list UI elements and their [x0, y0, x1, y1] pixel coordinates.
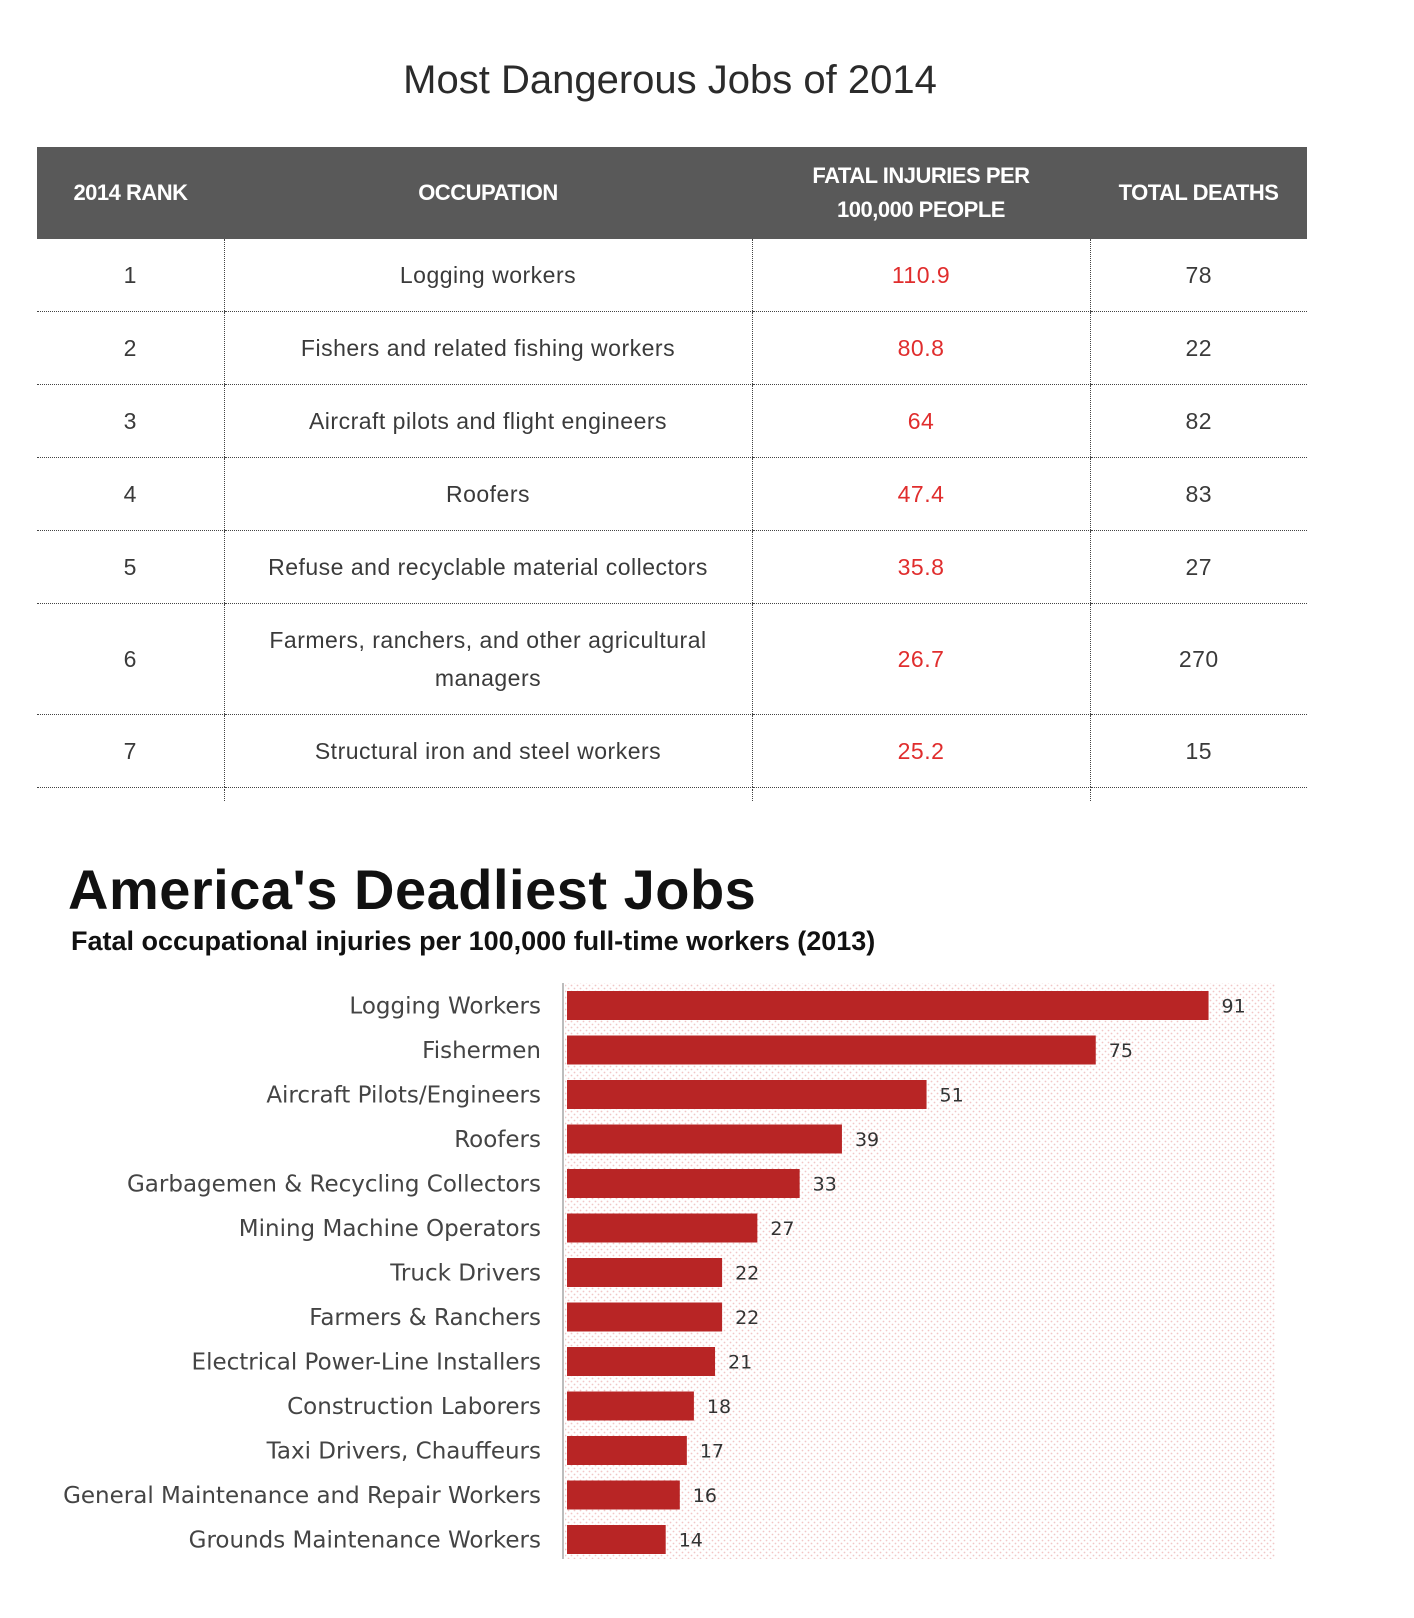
category-label: Garbagemen & Recycling Collectors [127, 1172, 541, 1198]
table-row: 3 Aircraft pilots and flight engineers 6… [37, 384, 1307, 458]
value-label: 18 [707, 1396, 731, 1418]
rate-cell: 26.7 [751, 603, 1090, 715]
value-label: 33 [813, 1174, 837, 1196]
rank-cell: 7 [37, 714, 224, 788]
deaths-cell: 270 [1089, 603, 1307, 715]
table-row: 2 Fishers and related fishing workers 80… [37, 311, 1307, 385]
header-total-deaths: TOTAL DEATHS [1090, 147, 1307, 239]
rank-cell: 4 [37, 457, 224, 531]
rate-cell: 25.2 [751, 714, 1090, 788]
rank-cell: 1 [37, 239, 224, 312]
category-label: Construction Laborers [287, 1394, 541, 1420]
category-label: Truck Drivers [389, 1261, 541, 1287]
chart-title: America's Deadliest Jobs [68, 858, 757, 921]
table-row: 6 Farmers, ranchers, and other agricultu… [37, 603, 1307, 715]
value-label: 14 [679, 1530, 703, 1552]
bar [567, 1080, 927, 1109]
deaths-cell: 22 [1089, 311, 1307, 385]
table-row: 1 Logging workers 110.9 78 [37, 239, 1307, 312]
header-fatal-injuries: FATAL INJURIES PER 100,000 PEOPLE [752, 147, 1090, 239]
rank-cell: 5 [37, 530, 224, 604]
bar [567, 1480, 680, 1510]
table-row: 4 Roofers 47.4 83 [37, 457, 1307, 531]
category-label: Farmers & Ranchers [309, 1305, 541, 1331]
rate-cell: 64 [751, 384, 1090, 458]
table-divider-tail [1090, 789, 1091, 801]
category-label: Logging Workers [349, 994, 541, 1020]
bar [567, 1347, 716, 1376]
category-label: Aircraft Pilots/Engineers [266, 1083, 541, 1109]
bar [567, 991, 1209, 1020]
category-label: Fishermen [422, 1038, 541, 1064]
bar [567, 1525, 666, 1554]
value-label: 27 [770, 1218, 794, 1240]
table-divider-tail [224, 789, 225, 801]
category-label: Grounds Maintenance Workers [189, 1528, 541, 1554]
table-row: 5 Refuse and recyclable material collect… [37, 530, 1307, 604]
category-label: General Maintenance and Repair Workers [63, 1483, 541, 1509]
occupation-cell: Farmers, ranchers, and other agricultura… [223, 603, 752, 715]
header-rate-line2: 100,000 PEOPLE [837, 197, 1005, 222]
rank-cell: 3 [37, 384, 224, 458]
value-label: 17 [700, 1441, 724, 1463]
occupation-cell: Logging workers [223, 239, 752, 312]
category-label: Mining Machine Operators [239, 1216, 541, 1242]
rate-cell: 47.4 [751, 457, 1090, 531]
header-occupation: OCCUPATION [224, 147, 752, 239]
table-row: 7 Structural iron and steel workers 25.2… [37, 714, 1307, 788]
occupation-cell: Structural iron and steel workers [223, 714, 752, 788]
value-label: 22 [735, 1307, 759, 1329]
header-rate-line1: FATAL INJURIES PER [812, 163, 1030, 188]
bar [567, 1436, 687, 1465]
bar [567, 1169, 800, 1198]
rate-cell: 110.9 [751, 239, 1090, 312]
header-rank: 2014 RANK [37, 147, 224, 239]
bar [567, 1035, 1096, 1065]
deaths-cell: 83 [1089, 457, 1307, 531]
occupation-cell: Roofers [223, 457, 752, 531]
occupation-cell: Refuse and recyclable material collector… [223, 530, 752, 604]
deaths-cell: 27 [1089, 530, 1307, 604]
value-label: 21 [728, 1352, 752, 1374]
table-title: Most Dangerous Jobs of 2014 [403, 58, 937, 102]
rank-cell: 2 [37, 311, 224, 385]
deaths-cell: 78 [1089, 239, 1307, 312]
deaths-cell: 82 [1089, 384, 1307, 458]
table-header-row: 2014 RANK OCCUPATION FATAL INJURIES PER 1… [37, 147, 1307, 239]
chart-subtitle: Fatal occupational injuries per 100,000 … [71, 926, 876, 956]
occupation-cell: Fishers and related fishing workers [223, 311, 752, 385]
category-label: Electrical Power-Line Installers [192, 1350, 541, 1376]
bar [567, 1391, 694, 1421]
value-label: 16 [693, 1485, 717, 1507]
category-label: Roofers [454, 1127, 541, 1153]
bar [567, 1213, 758, 1243]
value-label: 39 [855, 1129, 879, 1151]
dangerous-jobs-table: 2014 RANK OCCUPATION FATAL INJURIES PER 1… [37, 147, 1307, 788]
deaths-cell: 15 [1089, 714, 1307, 788]
rate-cell: 80.8 [751, 311, 1090, 385]
bar [567, 1302, 723, 1332]
bars-group: Logging Workers 91 Fishermen 75 Aircraft Pil… [63, 991, 1246, 1554]
bar [567, 1124, 842, 1154]
rate-cell: 35.8 [751, 530, 1090, 604]
value-label: 51 [940, 1085, 964, 1107]
category-label: Taxi Drivers, Chauffeurs [266, 1439, 541, 1465]
value-label: 91 [1222, 996, 1246, 1018]
table-divider-tail [752, 789, 753, 801]
occupation-cell: Aircraft pilots and flight engineers [223, 384, 752, 458]
bar [567, 1258, 723, 1287]
value-label: 75 [1109, 1040, 1133, 1062]
rank-cell: 6 [37, 603, 224, 715]
value-label: 22 [735, 1263, 759, 1285]
